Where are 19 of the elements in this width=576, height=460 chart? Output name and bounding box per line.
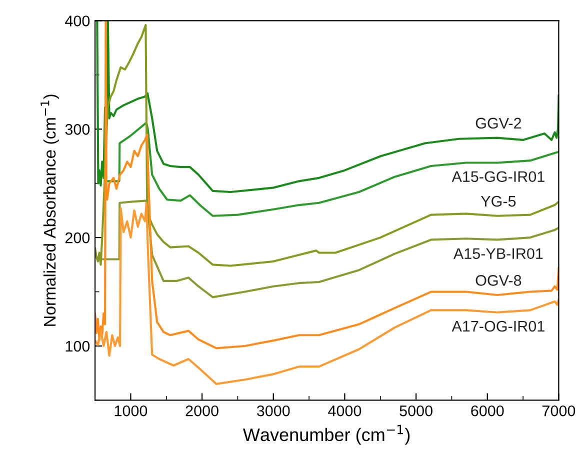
x-tick-label: 1000: [114, 405, 148, 416]
series-label: A17-OG-IR01: [452, 320, 544, 332]
series-label: A15-GG-IR01: [452, 171, 544, 182]
x-tick-label: 2000: [186, 405, 218, 416]
x-tick-label: 4000: [328, 405, 362, 416]
y-tick-label: 200: [65, 232, 90, 244]
series-label: OGV-8: [476, 275, 522, 286]
x-axis-title: Wavenumber (cm$^{−1}$): [243, 424, 410, 445]
series-label: YG-5: [480, 196, 516, 207]
x-tick-label: 3000: [256, 405, 290, 416]
y-tick-label: 400: [65, 16, 90, 26]
x-tick-label: 7000: [542, 405, 576, 416]
y-tick-label: 100: [66, 340, 90, 352]
x-tick-label: 6000: [471, 405, 504, 416]
series-label: GGV-2: [476, 118, 522, 129]
y-tick-label: 300: [65, 124, 90, 135]
y-axis-title: Normalized Absorbance (cm$^{−1}$): [40, 94, 59, 326]
x-tick-label: 5000: [400, 405, 432, 416]
series-label: A15-YB-IR01: [453, 248, 543, 260]
